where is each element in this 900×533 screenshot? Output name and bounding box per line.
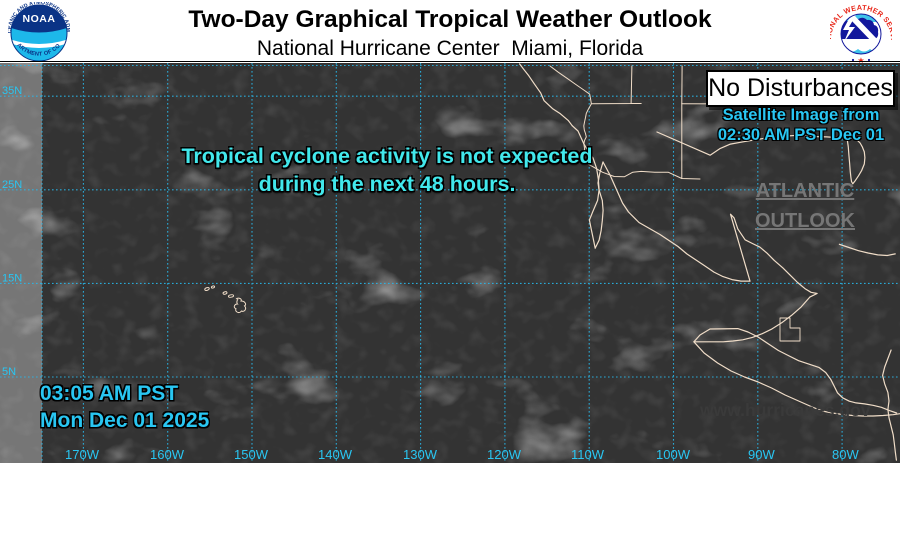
svg-text:160W: 160W: [150, 447, 185, 462]
svg-text:140W: 140W: [318, 447, 353, 462]
svg-text:5N: 5N: [2, 366, 16, 378]
svg-text:25N: 25N: [2, 179, 22, 191]
svg-text:130W: 130W: [403, 447, 438, 462]
svg-text:150W: 150W: [234, 447, 269, 462]
svg-text:120W: 120W: [487, 447, 522, 462]
svg-text:100W: 100W: [656, 447, 691, 462]
svg-text:80W: 80W: [832, 447, 859, 462]
svg-text:15N: 15N: [2, 272, 22, 284]
svg-text:35N: 35N: [2, 85, 22, 97]
svg-text:170W: 170W: [65, 447, 100, 462]
svg-text:90W: 90W: [748, 447, 775, 462]
svg-text:110W: 110W: [571, 447, 605, 462]
